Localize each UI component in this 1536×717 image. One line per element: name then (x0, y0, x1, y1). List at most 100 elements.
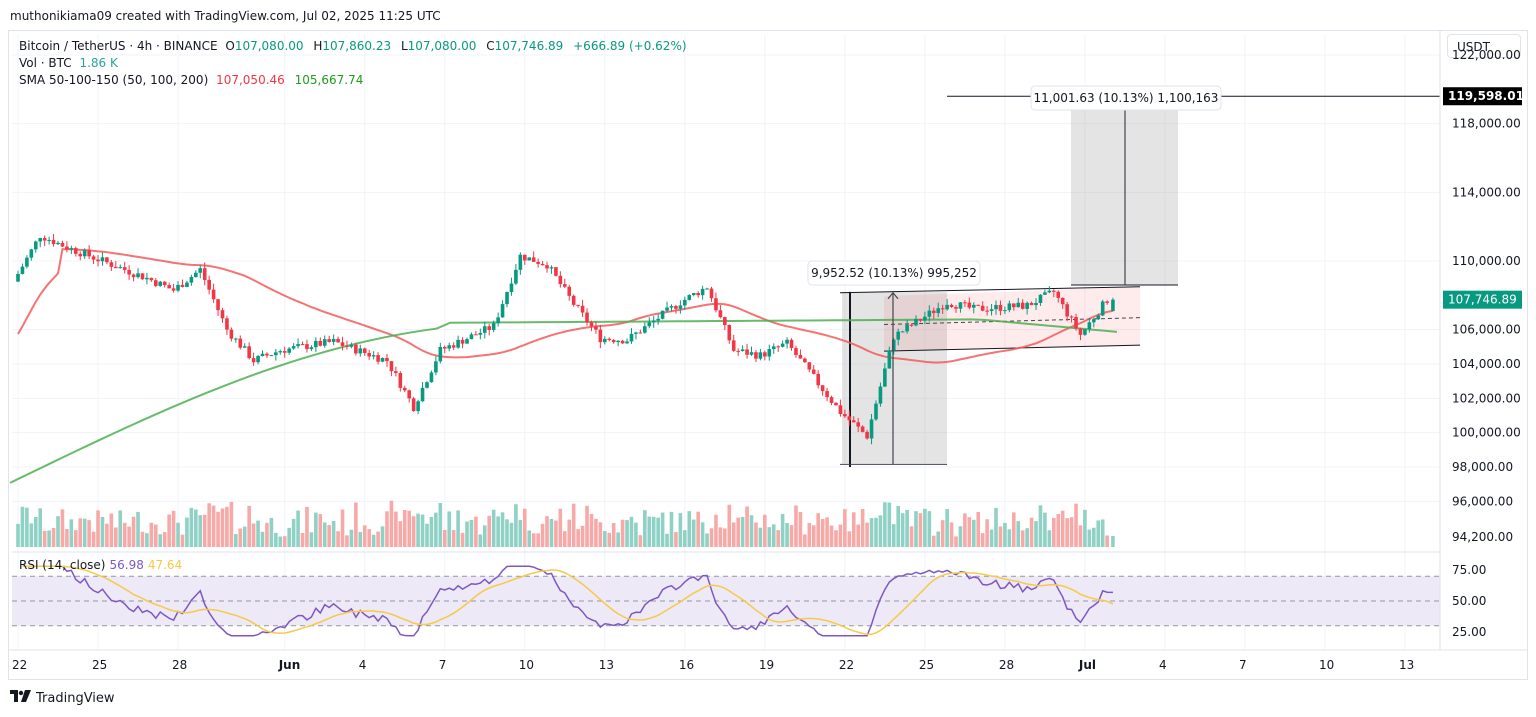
volume-bar (634, 522, 638, 547)
candle-body (700, 288, 705, 296)
measure-drawings[interactable]: 9,952.52 (10.13%) 995,252 11,001.63 (10.1… (807, 85, 1222, 465)
volume-bar (598, 522, 603, 547)
volume-bar (727, 504, 732, 547)
volume-bar (562, 531, 567, 547)
candle-body (265, 353, 269, 356)
volume-bar (105, 523, 109, 547)
candle-body (429, 372, 434, 383)
candle-body (394, 371, 398, 374)
candle-body (465, 339, 469, 344)
candle-body (487, 326, 492, 330)
candle-body (162, 281, 167, 286)
volume-bar (260, 531, 265, 547)
candle-body (136, 273, 140, 278)
close-value: 107,746.89 (494, 39, 564, 53)
measure-label-2[interactable]: 11,001.63 (10.13%) 1,100,163 (1030, 85, 1222, 111)
last-price-label: 107,746.89 (1448, 293, 1517, 307)
price-tick: 96,000.00 (1452, 494, 1513, 508)
price-tick: 94,200.00 (1452, 530, 1513, 544)
candle-body (767, 349, 772, 357)
candle-body (603, 338, 607, 343)
candle-body (1060, 297, 1065, 305)
volume-bar (896, 506, 901, 547)
rsi-tick: 25.00 (1452, 625, 1486, 639)
volume-bar (73, 530, 78, 547)
candle-body (291, 346, 296, 349)
sma-red-value: 107,050.46 (216, 73, 285, 87)
volume-row: Vol · BTC 1.86 K (19, 55, 687, 72)
volume-bar (140, 531, 145, 547)
candle-body (949, 304, 954, 308)
candle-body (1100, 301, 1105, 316)
rsi-label[interactable]: RSI (14, close) (19, 558, 106, 572)
candle-body (1111, 299, 1115, 312)
candle-body (402, 387, 407, 391)
flag-channel-fill[interactable] (884, 287, 1140, 352)
candle-body (376, 355, 380, 362)
measure-label-1[interactable]: 9,952.52 (10.13%) 995,252 (807, 260, 981, 286)
measure-arrow-1-head[interactable] (887, 291, 899, 300)
volume-bar (985, 519, 989, 547)
volume-bar (251, 523, 256, 547)
price-tick: 106,000.00 (1452, 323, 1521, 337)
flag-top-line[interactable] (839, 286, 1141, 294)
time-tick: 10 (519, 658, 534, 672)
sma-lines (9, 248, 1118, 484)
volume-bar (434, 512, 438, 547)
candle-body (967, 302, 972, 308)
volume-bar (798, 511, 803, 547)
candle-body (865, 431, 869, 439)
candle-body (825, 391, 829, 398)
volume-bar (194, 509, 198, 547)
volume-bar (82, 518, 87, 547)
candle-body (482, 326, 487, 333)
currency-button[interactable]: USDT (1447, 34, 1521, 58)
candle-body (282, 351, 287, 353)
volume-bar (429, 517, 434, 547)
volume-bar (158, 534, 163, 547)
tradingview-logo[interactable]: TradingView (10, 690, 115, 706)
candle-body (909, 324, 914, 326)
candle-body (42, 238, 47, 241)
symbol-title[interactable]: Bitcoin / TetherUS · 4h · BINANCE (19, 39, 218, 53)
volume-bar (967, 517, 972, 547)
candle-body (362, 348, 367, 354)
time-tick: 22 (12, 658, 27, 672)
volume-bar (162, 532, 167, 547)
volume-bar (887, 502, 892, 547)
flag-bottom-line[interactable] (883, 344, 1141, 352)
candle-body (860, 426, 865, 432)
candle-body (571, 295, 576, 305)
volume-bar (65, 529, 69, 547)
volume-bar (451, 530, 456, 547)
candle-body (242, 346, 247, 348)
volume-bar (274, 532, 278, 547)
candle-body (447, 345, 452, 349)
candle-body (611, 340, 616, 343)
volume-bar (736, 517, 740, 547)
volume-bar (118, 510, 123, 547)
volume-bar (571, 503, 576, 547)
candle-body (629, 333, 634, 342)
candle-body (736, 350, 740, 352)
volume-bar (509, 522, 514, 547)
volume-bar (180, 534, 185, 547)
volume-bar (25, 507, 29, 547)
volume-bar (136, 511, 140, 547)
rsi-value: 56.98 (109, 558, 144, 572)
volume-bar (936, 531, 941, 547)
candle-body (105, 257, 109, 263)
candle-body (416, 401, 420, 412)
candle-body (754, 352, 758, 359)
candlesticks (16, 234, 1115, 445)
volume-bar (740, 516, 745, 547)
candle-body (567, 286, 572, 296)
volume-bar (718, 527, 723, 547)
candle-body (887, 350, 892, 369)
candle-body (322, 339, 327, 346)
volume-bar (402, 510, 407, 547)
volume-bar (865, 522, 869, 547)
volume-label[interactable]: Vol · BTC (19, 56, 72, 70)
sma-label[interactable]: SMA 50-100-150 (50, 100, 200) (19, 73, 209, 87)
